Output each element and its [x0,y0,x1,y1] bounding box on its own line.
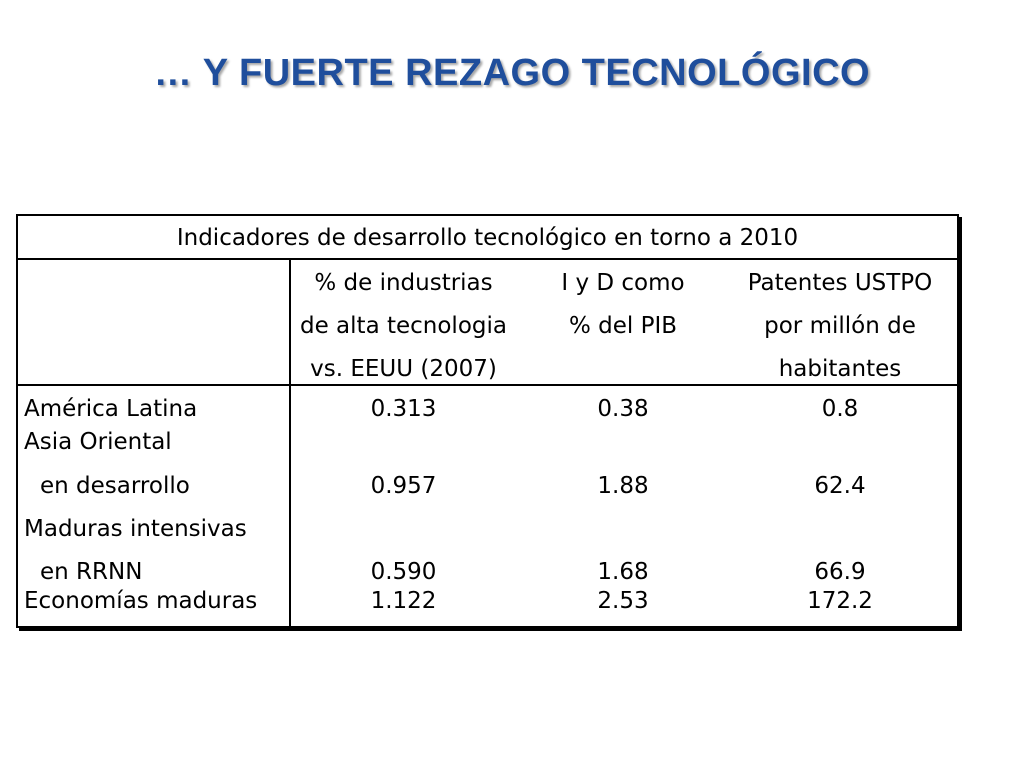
row-label: Asia Oriental [24,429,172,455]
row-label: América Latina [24,396,198,422]
cell-high-tech: 0.957 [370,473,437,499]
cell-patents: 0.8 [821,396,859,422]
column-header-line: vs. EEUU (2007) [310,356,497,382]
cell-rd: 1.68 [597,559,649,585]
column-header-patents: Patentes USTPO por millón de habitantes [723,260,957,391]
column-header-line: Patentes USTPO [747,270,933,296]
column-header-line: por millón de [764,313,916,339]
cell-patents: 172.2 [807,588,873,614]
cell-high-tech: 1.122 [370,588,437,614]
cell-patents: 62.4 [814,473,866,499]
column-header-rd: I y D como % del PIB [538,260,708,348]
column-header-line: % de industrias [314,270,493,296]
row-label: Maduras intensivas [24,516,247,542]
column-header-line: I y D como [561,270,685,296]
table-header-row: % de industrias de alta tecnologia vs. E… [18,260,957,386]
column-header-line: de alta tecnologia [300,313,507,339]
cell-rd: 1.88 [597,473,649,499]
column-divider [289,260,291,626]
column-header-line: habitantes [778,356,902,382]
row-label: Economías maduras [24,588,258,614]
table-caption: Indicadores de desarrollo tecnológico en… [18,216,957,260]
row-label-continued: en desarrollo [40,473,190,499]
cell-high-tech: 0.590 [370,559,437,585]
cell-rd: 0.38 [597,396,649,422]
column-header-high-tech: % de industrias de alta tecnologia vs. E… [291,260,516,391]
cell-patents: 66.9 [814,559,866,585]
slide-title: … Y FUERTE REZAGO TECNOLÓGICO [153,52,871,94]
indicators-table: Indicadores de desarrollo tecnológico en… [16,214,959,628]
cell-rd: 2.53 [597,588,649,614]
cell-high-tech: 0.313 [370,396,437,422]
row-label-continued: en RRNN [40,559,143,585]
column-header-line: % del PIB [568,313,678,339]
